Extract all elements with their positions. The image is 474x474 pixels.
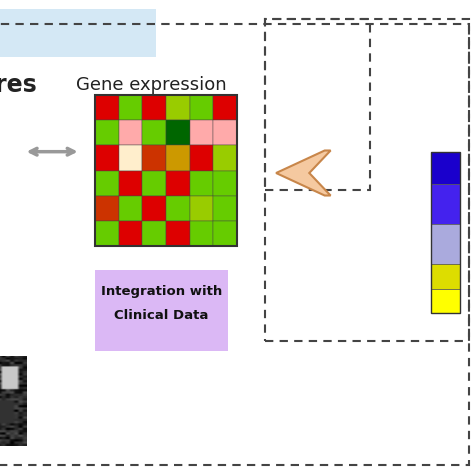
Bar: [431, 289, 460, 313]
Bar: [118, 120, 142, 146]
Bar: [166, 221, 190, 246]
Bar: [95, 196, 118, 221]
Bar: [190, 221, 213, 246]
Bar: [95, 146, 118, 171]
Bar: [95, 95, 237, 246]
Bar: [213, 146, 237, 171]
Bar: [118, 196, 142, 221]
Bar: [190, 196, 213, 221]
Bar: [213, 95, 237, 120]
Bar: [95, 120, 118, 146]
Bar: [118, 221, 142, 246]
Bar: [142, 221, 166, 246]
Bar: [0, 9, 156, 57]
Bar: [118, 95, 142, 120]
Bar: [118, 146, 142, 171]
Bar: [166, 146, 190, 171]
Bar: [142, 196, 166, 221]
Bar: [166, 95, 190, 120]
Bar: [213, 196, 237, 221]
Bar: [265, 19, 370, 190]
Bar: [431, 152, 460, 313]
Bar: [190, 171, 213, 196]
Polygon shape: [276, 151, 331, 195]
Bar: [142, 146, 166, 171]
Bar: [95, 171, 118, 196]
Bar: [142, 171, 166, 196]
Bar: [190, 120, 213, 146]
Bar: [142, 95, 166, 120]
Bar: [118, 171, 142, 196]
Bar: [142, 120, 166, 146]
Text: Integration with: Integration with: [100, 285, 222, 298]
Bar: [166, 120, 190, 146]
Bar: [95, 270, 228, 351]
Bar: [166, 171, 190, 196]
Text: Gene expression: Gene expression: [76, 76, 227, 94]
Text: Clinical Data: Clinical Data: [114, 309, 209, 322]
Bar: [95, 221, 118, 246]
Bar: [213, 120, 237, 146]
Bar: [95, 95, 118, 120]
Bar: [190, 95, 213, 120]
Bar: [190, 146, 213, 171]
Bar: [213, 221, 237, 246]
Bar: [265, 19, 469, 341]
Bar: [431, 152, 460, 184]
Bar: [431, 264, 460, 289]
Bar: [213, 171, 237, 196]
Bar: [431, 224, 460, 264]
Bar: [166, 196, 190, 221]
Text: res: res: [0, 73, 37, 97]
Bar: [431, 184, 460, 224]
